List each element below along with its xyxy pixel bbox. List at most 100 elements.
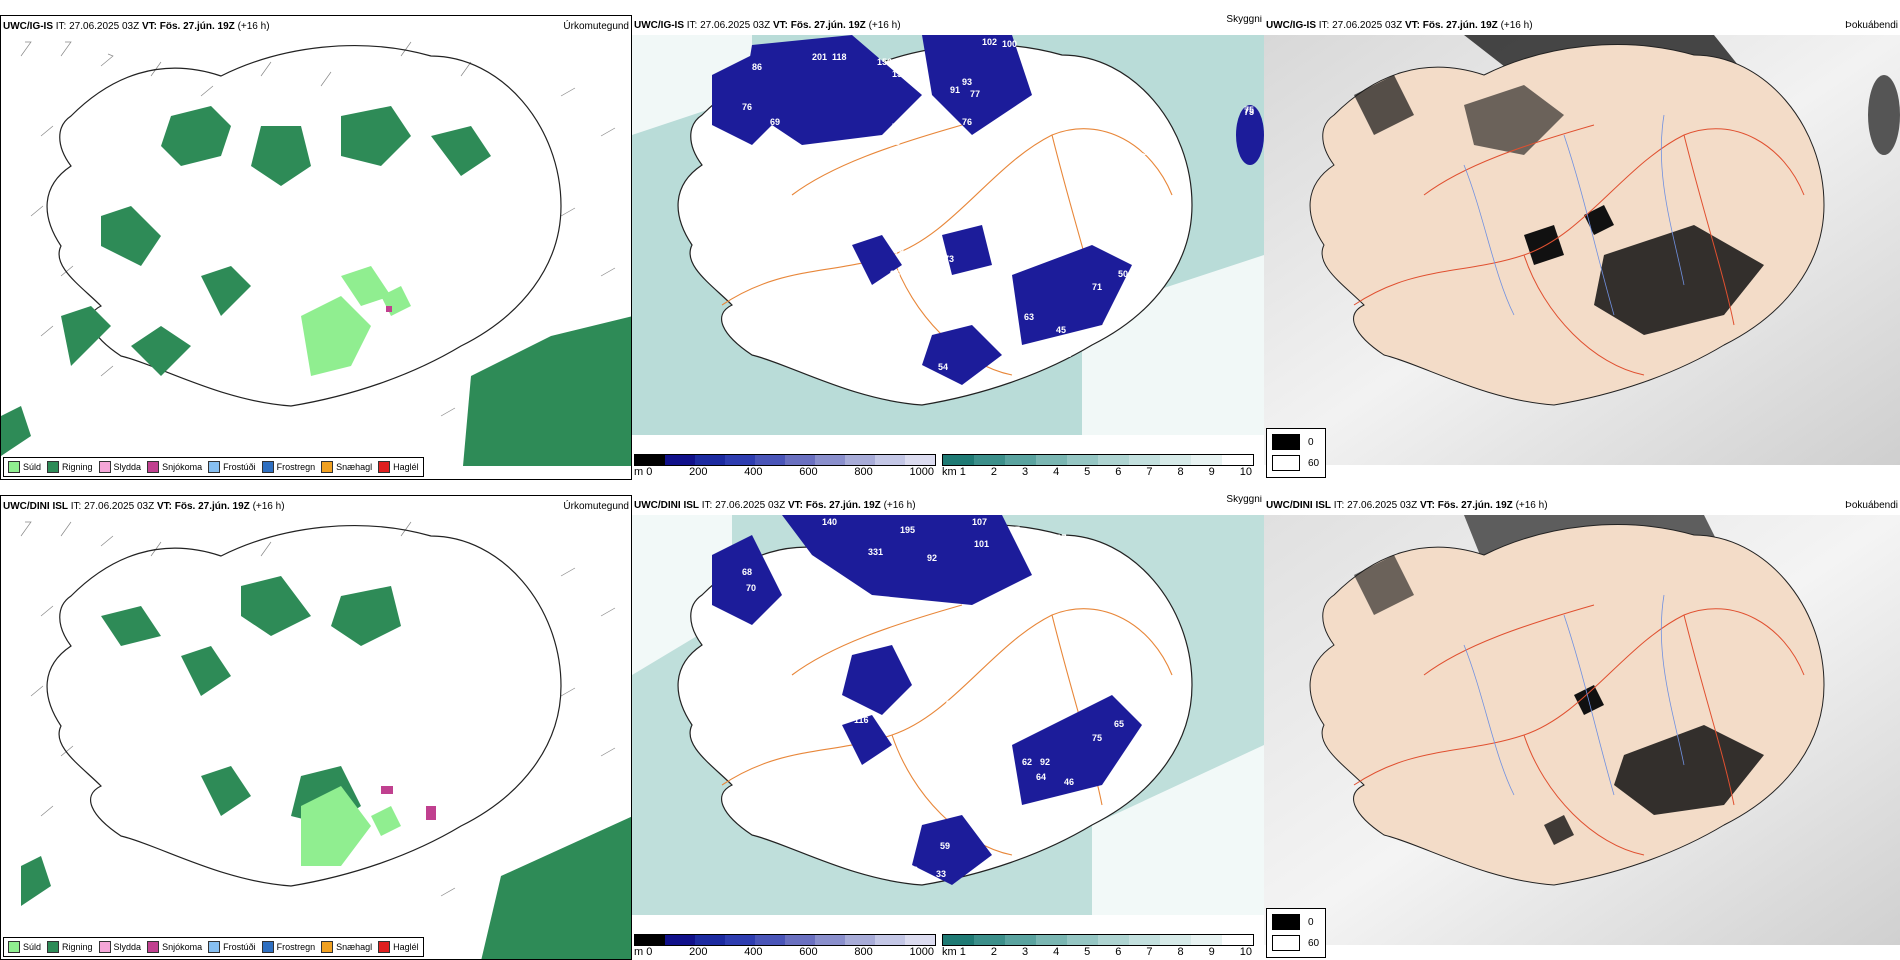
precip-legend: Súld Rigning Slydda Snjókoma Frostúði Fr… xyxy=(3,457,424,477)
ceiling-panel-row2: 140 195 107 97 117 101 92 331 68 70 84 8… xyxy=(632,495,1264,960)
swatch xyxy=(1272,914,1300,930)
colorbar-tick: 1000 xyxy=(909,946,934,958)
swatch xyxy=(321,461,334,473)
ceiling-panel-row1: 102 100 201 118 150 156 93 91 77 76 86 7… xyxy=(632,15,1264,480)
swatch xyxy=(8,941,20,953)
legend-item-frostregn: Frostregn xyxy=(261,461,315,473)
vt-label: VT: xyxy=(787,500,803,511)
it-label: IT: xyxy=(1318,20,1330,31)
colorbar-tick: 800 xyxy=(854,466,873,478)
swatch xyxy=(147,461,160,473)
ceiling-label: 77 xyxy=(970,89,980,99)
ceiling-label: 107 xyxy=(972,517,987,527)
swatch xyxy=(47,941,60,953)
it-value: 27.06.2025 03Z xyxy=(700,20,771,31)
precip-legend: Súld Rigning Slydda Snjókoma Frostúði Fr… xyxy=(3,937,424,957)
colorbar-tick: 9 xyxy=(1208,466,1215,478)
colorbar-tick: 200 xyxy=(689,946,708,958)
ceiling-label: 159 xyxy=(844,213,859,223)
legend-label: Snjókoma xyxy=(162,462,203,472)
colorbar-unit: km xyxy=(942,466,957,478)
vt-value: Fös. 27.jún. 19Z xyxy=(174,501,250,512)
precip-header: UWC/IG-IS IT: 27.06.2025 03Z VT: Fös. 27… xyxy=(3,20,629,34)
colorbar-tick: 1 xyxy=(959,466,966,478)
ceiling-label: 86 xyxy=(752,62,762,72)
rain-areas xyxy=(1,106,631,466)
legend-item-sudl: Súld xyxy=(8,461,41,473)
vt-value: Fös. 27.jún. 19Z xyxy=(1422,20,1498,31)
ceiling-label: 91 xyxy=(950,85,960,95)
legend-item-hagel: Haglél xyxy=(378,941,419,953)
ceiling-label: 73 xyxy=(944,254,954,264)
ceiling-label: 93 xyxy=(962,77,972,87)
swatch xyxy=(1272,455,1300,471)
colorbar-tick: 400 xyxy=(744,946,763,958)
it-value: 27.06.2025 03Z xyxy=(1332,20,1403,31)
swatch xyxy=(1272,434,1300,450)
vt-value: Fös. 27.jún. 19Z xyxy=(805,500,881,511)
ceiling-label: 76 xyxy=(742,102,752,112)
legend-label: Snjókoma xyxy=(162,942,203,952)
lead-time: (+16 h) xyxy=(868,20,901,31)
lead-time: (+16 h) xyxy=(237,21,270,32)
swatch xyxy=(321,941,334,953)
ceiling-label: 84 xyxy=(888,597,898,607)
ceiling-label: 201 xyxy=(812,52,827,62)
it-label: IT: xyxy=(701,500,713,511)
ceiling-map: 140 195 107 97 117 101 92 331 68 70 84 8… xyxy=(632,515,1264,915)
colorbar-tick: 600 xyxy=(799,946,818,958)
it-label: IT: xyxy=(1333,500,1345,511)
colorbar-tick: 3 xyxy=(1021,466,1029,478)
fog-map xyxy=(1264,35,1900,465)
ceiling-label: 59 xyxy=(940,841,950,851)
ceiling-label: 100 xyxy=(1002,39,1017,49)
colorbar-tick: 4 xyxy=(1053,946,1060,958)
colorbar-tick: 6 xyxy=(1115,946,1122,958)
colorbar-tick: 5 xyxy=(1084,946,1091,958)
vt-label: VT: xyxy=(141,21,157,32)
panel-title: Skyggni xyxy=(1226,15,1262,25)
ceiling-label: 150 xyxy=(877,57,892,67)
colorbar-tick: 3 xyxy=(1021,946,1029,958)
ceiling-label: 92 xyxy=(1040,757,1050,767)
it-value: 27.06.2025 03Z xyxy=(84,501,155,512)
ceiling-label: 76 xyxy=(962,117,972,127)
legend-label: 60 xyxy=(1308,937,1320,949)
it-label: IT: xyxy=(686,20,698,31)
swatch xyxy=(378,461,391,473)
legend-label: Frostúði xyxy=(223,942,256,952)
lead-time: (+16 h) xyxy=(883,500,916,511)
colorbar-tick: 7 xyxy=(1146,466,1153,478)
ceiling-header: UWC/DINI ISL IT: 27.06.2025 03Z VT: Fös.… xyxy=(634,495,1262,513)
ceiling-label: 70 xyxy=(746,583,756,593)
ceiling-label: 62 xyxy=(1022,757,1032,767)
swatch xyxy=(98,941,111,953)
legend-item-frostudi: Frostúði xyxy=(208,461,256,473)
low-ceiling-areas xyxy=(712,35,1264,385)
ceiling-label: 30 xyxy=(938,390,948,400)
precip-map xyxy=(20,521,631,959)
ceiling-label: 156 xyxy=(892,69,907,79)
ceiling-header: UWC/IG-IS IT: 27.06.2025 03Z VT: Fös. 27… xyxy=(634,15,1262,33)
swatch xyxy=(261,461,274,473)
panel-title: Þokuábendi xyxy=(1845,500,1898,511)
legend-item-snaehagl: Snæhagl xyxy=(321,941,372,953)
it-value: 27.06.2025 03Z xyxy=(69,21,140,32)
it-label: IT: xyxy=(55,21,67,32)
colorbar-tick: 6 xyxy=(1115,466,1122,478)
legend-label: Haglél xyxy=(393,942,419,952)
colorbar-tick: 1 xyxy=(959,946,966,958)
legend-label: 0 xyxy=(1308,916,1314,928)
visibility-colorbar xyxy=(942,454,1254,466)
roads xyxy=(1353,604,1805,856)
ceiling-label: 102 xyxy=(982,37,997,47)
legend-item-snjokoma: Snjókoma xyxy=(147,941,202,953)
ceiling-colorbar xyxy=(634,934,936,946)
colorbar-tick: 200 xyxy=(689,466,708,478)
ceiling-label: 59 xyxy=(828,229,838,239)
ceiling-label: 195 xyxy=(900,525,915,535)
ceiling-map: 102 100 201 118 150 156 93 91 77 76 86 7… xyxy=(632,35,1264,435)
precip-header: UWC/DINI ISL IT: 27.06.2025 03Z VT: Fös.… xyxy=(3,500,629,514)
ceiling-label: 118 xyxy=(832,52,847,62)
ceiling-label: 97 xyxy=(1010,525,1020,535)
